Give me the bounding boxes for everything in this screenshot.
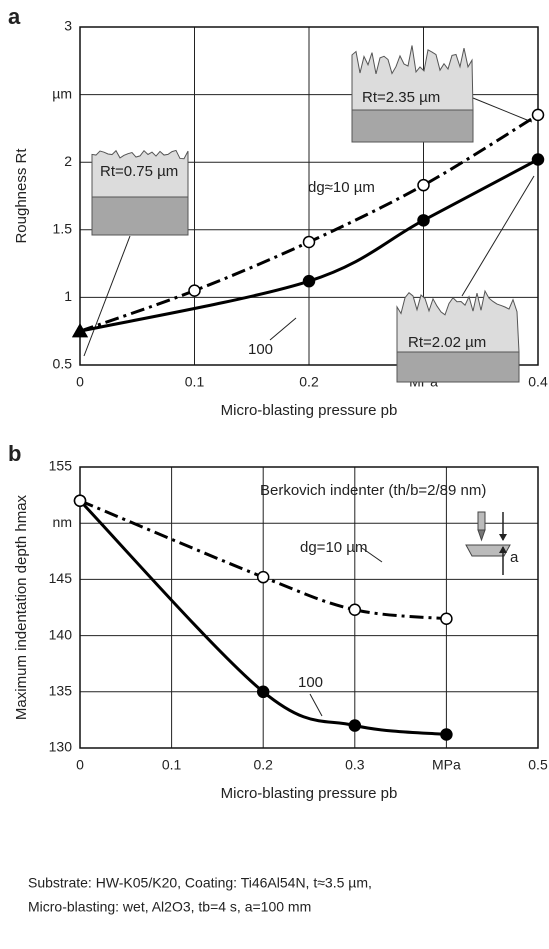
x-tick-label: 0.1 (185, 374, 205, 390)
point-marker (73, 494, 87, 507)
panel-label: a (8, 4, 21, 29)
substrate-layer (396, 351, 520, 383)
annotation: Rt=2.02 µm (408, 334, 486, 351)
series-label: 100 (298, 674, 323, 691)
leader-line (361, 547, 383, 563)
leader-line (472, 97, 533, 123)
y-tick-label: 3 (64, 18, 72, 34)
y-axis-label: Maximum indentation depth hmax (13, 494, 30, 720)
surface-layer (351, 45, 474, 111)
y-tick-label: 145 (49, 570, 73, 586)
y-tick-label: 135 (49, 683, 73, 699)
x-tick-label: 0 (76, 757, 84, 773)
point-marker (72, 323, 88, 338)
substrate-layer (91, 196, 189, 236)
y-tick-label: 0.5 (53, 356, 73, 372)
point-marker (188, 284, 201, 297)
point-marker (302, 235, 316, 249)
y-tick-label: nm (53, 514, 72, 530)
y-tick-label: 1.5 (53, 221, 73, 237)
leader-line (83, 235, 131, 357)
x-axis-label: Micro-blasting pressure pb (221, 785, 398, 802)
point-marker (531, 153, 545, 166)
series-label: 100 (248, 341, 273, 358)
x-tick-label: 0.4 (528, 374, 548, 390)
x-tick-label: 0.1 (162, 757, 182, 773)
arrow-head (499, 546, 507, 553)
point-marker (417, 178, 430, 192)
series-line (78, 499, 447, 737)
indenter-tip (477, 529, 486, 542)
annotation: Rt=2.35 µm (362, 89, 440, 106)
point-marker (531, 108, 545, 122)
series-label: dg=10 µm (300, 539, 367, 556)
plot-frame (79, 26, 539, 366)
surface-layer (396, 289, 520, 353)
x-tick-label: 0.3 (345, 757, 365, 773)
point-marker (440, 612, 453, 625)
y-tick-label: 155 (49, 458, 73, 474)
leader-line (269, 317, 297, 341)
y-tick-label: 2 (64, 153, 72, 169)
y-tick-label: 140 (49, 626, 73, 642)
y-axis-label: Roughness Rt (13, 148, 30, 244)
x-tick-label: 0.2 (299, 374, 319, 390)
caption-line: Micro-blasting: wet, Al2O3, tb=4 s, a=10… (28, 899, 311, 915)
y-tick-label: 1 (64, 288, 72, 304)
indenter-shaft (477, 511, 486, 531)
surface-layer (91, 149, 189, 198)
plot-frame (79, 466, 539, 749)
annotation: Berkovich indenter (th/b=2/89 nm) (260, 482, 486, 499)
annotation: Rt=0.75 µm (100, 163, 178, 180)
x-axis-label: Micro-blasting pressure pb (221, 402, 398, 419)
y-tick-label: µm (52, 85, 72, 101)
arrow-head (499, 534, 507, 541)
y-tick-label: 130 (49, 739, 73, 755)
leader-line (461, 175, 535, 297)
point-marker (417, 214, 430, 227)
annotation: a (510, 549, 519, 566)
substrate-layer (351, 109, 474, 143)
indenter-icon (465, 511, 511, 575)
x-tick-label: 0 (76, 374, 84, 390)
point-marker (256, 685, 270, 699)
specimen (465, 544, 511, 557)
caption-line: Substrate: HW-K05/K20, Coating: Ti46Al54… (28, 875, 372, 891)
point-marker (440, 728, 453, 741)
x-tick-label: MPa (432, 757, 461, 773)
x-tick-label: 0.5 (528, 757, 548, 773)
leader-line (309, 693, 323, 717)
series-line (79, 158, 539, 333)
series-label: dg≈10 µm (308, 179, 375, 196)
point-marker (256, 570, 270, 584)
point-marker (302, 274, 316, 288)
series-line (79, 499, 447, 621)
point-marker (348, 603, 362, 616)
point-marker (348, 719, 362, 732)
panel-label: b (8, 441, 21, 466)
x-tick-label: 0.2 (253, 757, 273, 773)
